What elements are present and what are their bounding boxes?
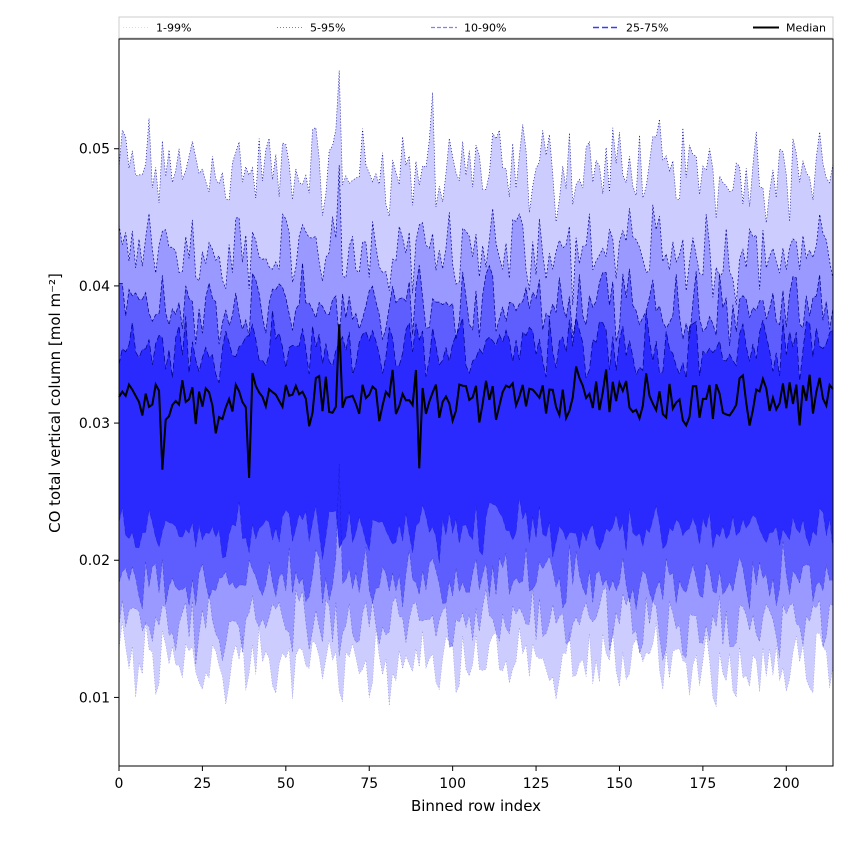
x-tick-label: 150 <box>606 776 633 792</box>
x-axis-ticks: 0 25 50 75 100 125 150 175 200 <box>115 766 800 792</box>
x-tick-label: 125 <box>523 776 550 792</box>
percentile-bands <box>118 70 834 707</box>
y-axis-label: CO total vertical column [mol m⁻²] <box>46 273 64 533</box>
band-25-75% <box>119 310 833 563</box>
x-tick-label: 0 <box>115 776 124 792</box>
legend-box <box>118 16 834 39</box>
median-layer <box>118 324 834 478</box>
y-tick-label: 0.03 <box>79 416 110 432</box>
x-tick-label: 175 <box>690 776 717 792</box>
legend-label: 5-95% <box>310 22 345 35</box>
band-edge-upper-25-75% <box>118 310 834 383</box>
plot-frame <box>118 38 834 767</box>
y-axis-ticks: 0.01 0.02 0.03 0.04 0.05 <box>79 142 119 706</box>
y-tick-label: 0.01 <box>79 690 110 706</box>
median-line <box>118 324 834 478</box>
band-edge-lower-1-99% <box>118 621 834 707</box>
x-tick-label: 75 <box>360 776 378 792</box>
band-edge-lower-25-75% <box>118 497 834 564</box>
x-tick-label: 25 <box>193 776 211 792</box>
band-edge-upper-1-99% <box>118 70 834 223</box>
legend-label: 10-90% <box>464 22 506 35</box>
band-edge-lower-10-90% <box>118 464 834 610</box>
legend-label: Median <box>786 22 826 35</box>
x-tick-label: 100 <box>439 776 466 792</box>
x-axis-label: Binned row index <box>411 797 541 815</box>
y-tick-label: 0.02 <box>79 553 110 569</box>
legend: 1-99% 5-95% 10-90% 25-75% Median <box>118 16 834 39</box>
legend-label: 1-99% <box>156 22 191 35</box>
x-tick-label: 200 <box>773 776 800 792</box>
y-tick-label: 0.04 <box>79 279 110 295</box>
band-edge-upper-10-90% <box>118 262 834 346</box>
y-tick-label: 0.05 <box>79 142 110 158</box>
legend-label: 25-75% <box>626 22 668 35</box>
band-edge-upper-5-95% <box>118 165 834 306</box>
x-tick-label: 50 <box>277 776 295 792</box>
band-edge-lower-5-95% <box>118 586 834 665</box>
